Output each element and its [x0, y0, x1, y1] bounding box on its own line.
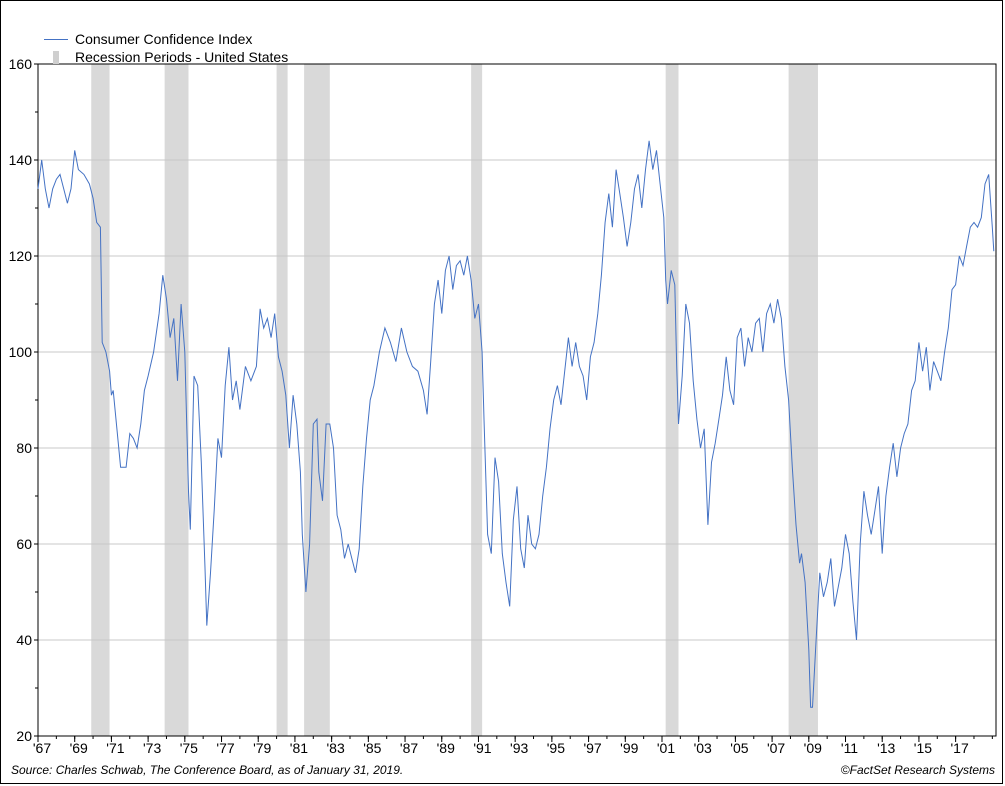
x-tick-label: '79 [253, 740, 271, 756]
recession-band [304, 64, 330, 736]
axis-ticks [34, 63, 993, 742]
recession-band [91, 64, 110, 736]
legend-label-recession: Recession Periods - United States [75, 49, 289, 65]
x-tick-label: '71 [106, 740, 124, 756]
legend-swatch-bar [53, 50, 59, 64]
legend: Consumer Confidence Index Recession Peri… [44, 30, 288, 66]
x-tick-label: '97 [583, 740, 601, 756]
x-tick-label: '85 [363, 740, 381, 756]
y-tick-label: 80 [16, 440, 32, 456]
x-tick-label: '83 [327, 740, 345, 756]
x-tick-label: '93 [510, 740, 528, 756]
x-tick-label: '05 [730, 740, 748, 756]
source-note: Source: Charles Schwab, The Conference B… [11, 763, 404, 777]
y-tick-label: 100 [9, 344, 33, 360]
x-tick-label: '67 [33, 740, 51, 756]
legend-label-cci: Consumer Confidence Index [75, 31, 253, 47]
y-tick-label: 60 [16, 536, 32, 552]
x-tick-label: '91 [473, 740, 491, 756]
legend-swatch-line [44, 38, 68, 40]
x-tick-label: '89 [437, 740, 455, 756]
recession-band [665, 64, 679, 736]
y-tick-label: 160 [9, 56, 33, 72]
legend-item-recession: Recession Periods - United States [44, 48, 288, 66]
recession-band [788, 64, 818, 736]
copyright-note: ©FactSet Research Systems [840, 763, 995, 777]
x-tick-label: '03 [694, 740, 712, 756]
y-tick-label: 40 [16, 632, 32, 648]
y-tick-label: 120 [9, 248, 33, 264]
recession-band [471, 64, 483, 736]
x-tick-label: '15 [914, 740, 932, 756]
x-tick-label: '95 [547, 740, 565, 756]
x-tick-label: '75 [180, 740, 198, 756]
x-tick-label: '13 [877, 740, 895, 756]
x-tick-label: '69 [70, 740, 88, 756]
x-tick-label: '17 [950, 740, 968, 756]
y-tick-label: 140 [9, 152, 33, 168]
legend-item-cci: Consumer Confidence Index [44, 30, 288, 48]
gridlines [38, 159, 996, 641]
recession-band [276, 64, 288, 736]
x-tick-label: '73 [143, 740, 161, 756]
y-axis-labels: 20 40 60 80 100 120 140 160 [9, 56, 33, 744]
y-tick-label: 20 [16, 728, 32, 744]
x-tick-label: '81 [290, 740, 308, 756]
x-tick-label: '87 [400, 740, 418, 756]
recession-bands [91, 64, 818, 736]
x-tick-label: '99 [620, 740, 638, 756]
x-tick-label: '01 [657, 740, 675, 756]
series-line-consumer-confidence [37, 140, 995, 708]
x-axis-labels: '67 '69 '71 '73 '75 '77 '79 '81 '83 '85 '87 '89 '91 '… [33, 740, 969, 756]
x-tick-label: '09 [804, 740, 822, 756]
recession-band [164, 64, 189, 736]
x-tick-label: '77 [216, 740, 234, 756]
x-tick-label: '11 [841, 740, 858, 756]
x-tick-label: '07 [767, 740, 785, 756]
